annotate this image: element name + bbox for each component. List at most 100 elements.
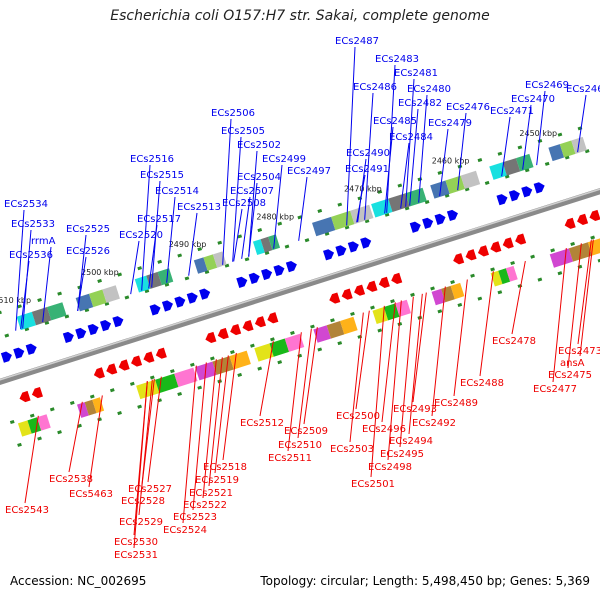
gene-label-bottom: ECs2531 xyxy=(114,550,158,561)
gene-label-top: ECs2505 xyxy=(221,126,265,137)
tick-mark xyxy=(570,241,576,246)
gene-label-bottom: ECs2503 xyxy=(330,444,374,455)
gene-label-top: ECs2479 xyxy=(428,118,472,129)
reverse-gene-arrow xyxy=(366,280,378,292)
tick-mark xyxy=(250,343,255,348)
feature-block xyxy=(331,210,355,231)
forward-gene-arrow xyxy=(521,186,533,198)
gene-label-top: ECs2508 xyxy=(222,198,266,209)
tick-mark xyxy=(144,289,150,294)
gene-label-bottom: ECs2492 xyxy=(412,418,456,429)
gene-label-top: ECs2476 xyxy=(446,102,490,113)
tick-mark xyxy=(297,215,303,220)
gene-label-bottom: ECs2477 xyxy=(533,384,577,395)
tick-mark xyxy=(0,310,2,315)
feature-block xyxy=(490,270,503,287)
tick-mark xyxy=(470,273,475,278)
leader-line-top xyxy=(141,164,151,291)
leader-line-top xyxy=(130,240,140,295)
kbp-label: 2490 kbp xyxy=(169,240,207,249)
reverse-gene-arrow xyxy=(589,209,600,222)
leader-line-top xyxy=(222,118,232,265)
gene-label-top: ECs2513 xyxy=(177,202,221,213)
forward-gene-arrow xyxy=(273,264,285,277)
feature-block xyxy=(174,367,198,388)
tick-mark xyxy=(397,183,403,188)
leader-line-top xyxy=(77,256,87,312)
tick-mark xyxy=(517,145,523,150)
leader-line-top xyxy=(405,78,415,207)
tick-mark xyxy=(257,366,263,371)
leader-line-top xyxy=(577,94,587,153)
tick-mark xyxy=(530,254,535,259)
tick-mark xyxy=(457,302,463,308)
gene-label-top: ECs2480 xyxy=(407,84,451,95)
leader-line-bottom xyxy=(214,355,229,474)
tick-mark xyxy=(390,299,395,304)
tick-mark xyxy=(477,158,483,163)
forward-gene-arrow xyxy=(446,209,458,222)
tick-mark xyxy=(177,253,183,258)
feature-block xyxy=(549,248,574,268)
tick-mark xyxy=(437,170,443,175)
tick-mark xyxy=(437,309,443,314)
gene-label-top: ECs2534 xyxy=(4,199,48,210)
feature-block xyxy=(445,175,465,194)
feature-block xyxy=(157,268,174,286)
reverse-gene-arrow xyxy=(242,320,254,332)
feature-block xyxy=(395,299,412,317)
feature-block xyxy=(84,399,97,416)
feature-block xyxy=(102,285,120,303)
map-title: Escherichia coli O157:H7 str. Sakai, com… xyxy=(110,8,490,24)
forward-gene-arrow xyxy=(174,296,186,308)
gene-label-bottom: ECs2519 xyxy=(195,475,239,486)
tick-mark xyxy=(77,423,82,428)
feature-block xyxy=(502,158,521,176)
leader-line-bottom xyxy=(431,286,446,417)
gene-label-top: ECs2490 xyxy=(346,148,390,159)
tick-mark xyxy=(29,413,35,418)
forward-gene-arrow xyxy=(149,304,161,316)
tick-mark xyxy=(17,304,22,309)
tick-mark xyxy=(424,200,430,205)
gene-label-bottom: ECs5463 xyxy=(69,489,113,500)
leader-line-bottom xyxy=(287,332,302,452)
leader-line-top xyxy=(400,142,410,209)
genome-backbone xyxy=(0,188,600,385)
kbp-label: 2450 kbp xyxy=(519,129,557,138)
tick-mark xyxy=(497,290,503,295)
genome-summary-text: Topology: circular; Length: 5,498,450 bp… xyxy=(260,574,590,588)
leader-line-top xyxy=(409,108,419,206)
reverse-gene-arrow xyxy=(31,386,43,399)
tick-mark xyxy=(550,248,555,253)
feature-block xyxy=(155,373,179,394)
leader-line-bottom xyxy=(511,260,526,335)
gene-label-bottom: ECs2523 xyxy=(173,512,217,523)
tick-mark xyxy=(64,314,70,319)
forward-gene-arrow xyxy=(508,190,520,202)
gene-label-top: ECs2514 xyxy=(155,186,199,197)
leader-line-top xyxy=(386,64,396,213)
feature-block xyxy=(450,282,465,300)
feature-block xyxy=(31,307,52,326)
gene-label-bottom: ECs2501 xyxy=(351,479,395,490)
gene-label-top: ECs2517 xyxy=(137,214,181,225)
feature-block xyxy=(252,239,265,255)
forward-gene-arrow xyxy=(199,288,211,300)
tick-mark xyxy=(277,360,283,365)
gene-label-top: ECs2482 xyxy=(398,98,442,109)
leader-line-bottom xyxy=(408,293,423,435)
tick-mark xyxy=(364,219,370,224)
leader-line-top xyxy=(232,136,242,262)
leader-line-bottom xyxy=(381,302,396,423)
feature-block xyxy=(36,414,51,431)
forward-gene-arrow xyxy=(422,217,434,229)
reverse-gene-arrow xyxy=(453,253,465,265)
feature-block xyxy=(77,402,89,418)
tick-mark xyxy=(97,417,102,422)
kbp-label: 2480 kbp xyxy=(256,212,294,221)
gene-label-bottom: ECs2522 xyxy=(183,500,227,511)
feature-block xyxy=(193,257,208,274)
leader-line-bottom xyxy=(297,329,312,439)
